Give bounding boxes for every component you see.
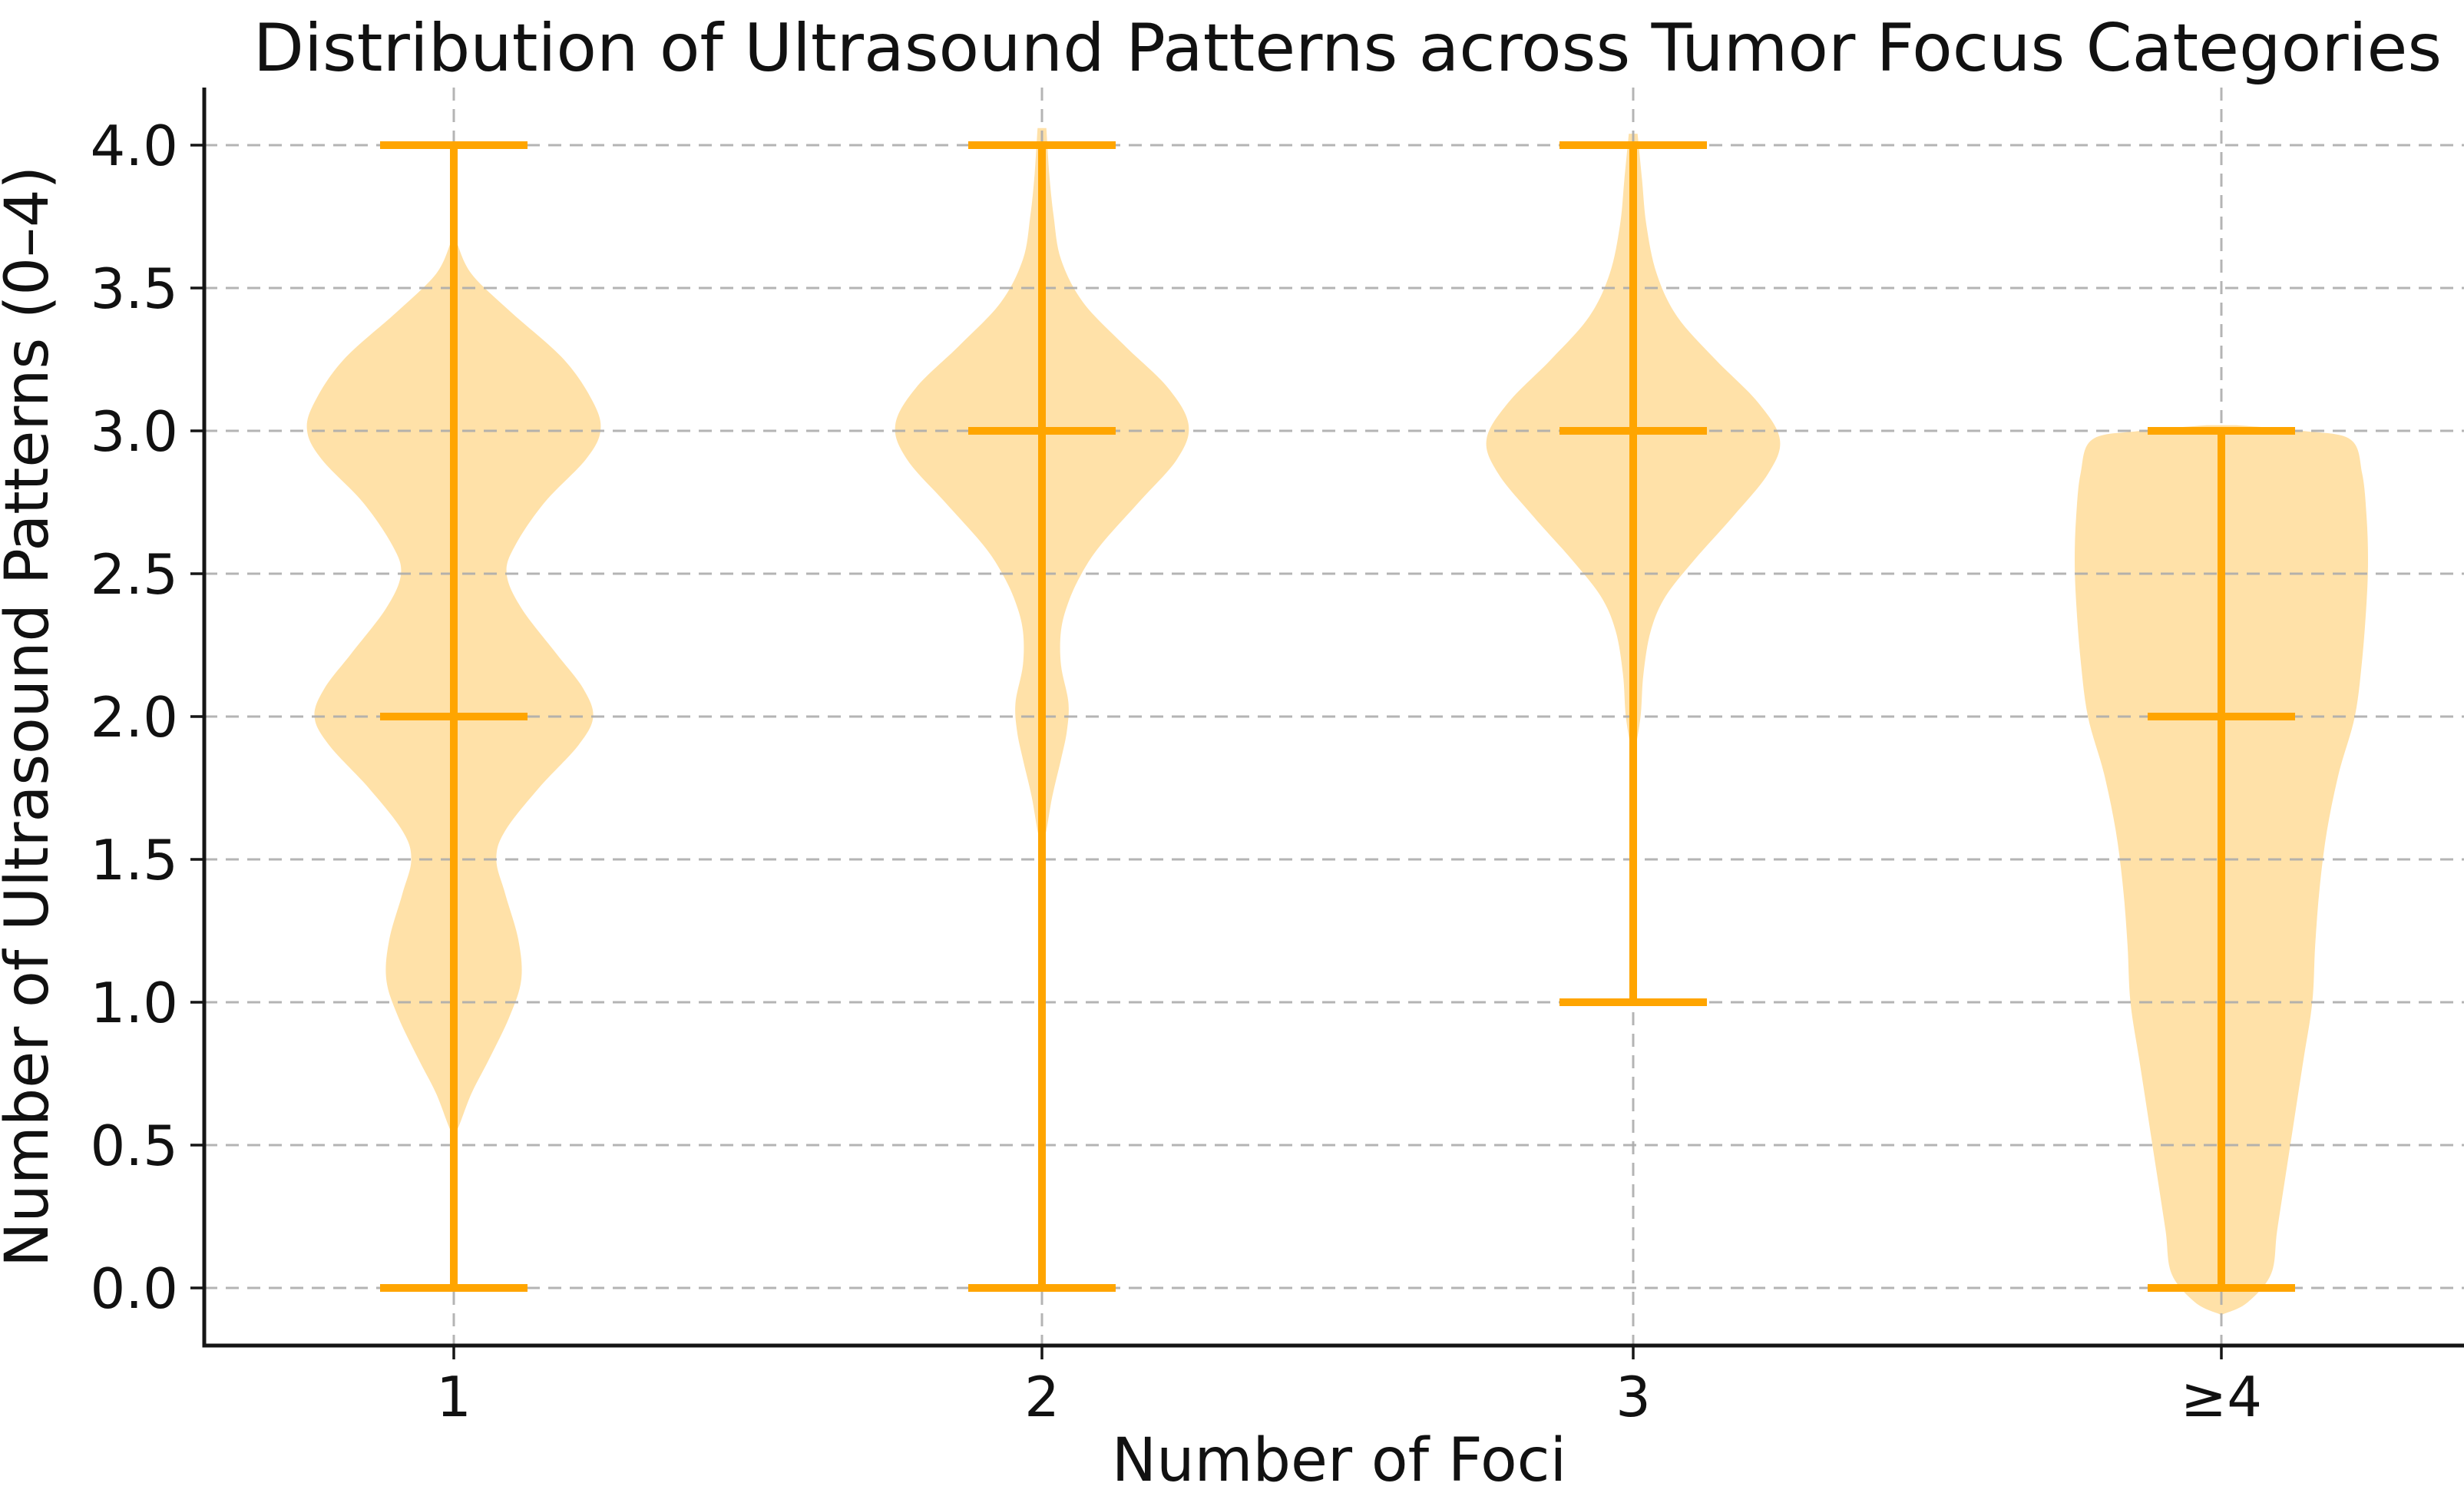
x-axis-label: Number of Foci <box>1112 1426 1566 1493</box>
y-tick-label-1.0: 1.0 <box>90 971 178 1035</box>
y-tick-label-1.5: 1.5 <box>90 828 178 892</box>
chart-title: Distribution of Ultrasound Patterns acro… <box>253 10 2442 87</box>
y-tick-label-0.5: 0.5 <box>90 1114 178 1178</box>
x-tick-label-≥4: ≥4 <box>2181 1365 2262 1429</box>
y-tick-label-0.0: 0.0 <box>90 1256 178 1321</box>
tick-marks <box>190 144 2223 1359</box>
y-tick-label-2.5: 2.5 <box>90 542 178 607</box>
y-axis-label: Number of Ultrasound Patterns (0–4) <box>0 166 62 1267</box>
y-tick-label-4.0: 4.0 <box>90 114 178 178</box>
whiskers-and-medians <box>380 141 2295 1292</box>
violin-bodies <box>306 127 2368 1316</box>
y-tick-label-3.5: 3.5 <box>90 257 178 321</box>
y-tick-label-2.0: 2.0 <box>90 685 178 750</box>
x-tick-label-1: 1 <box>436 1365 471 1429</box>
x-tick-label-2: 2 <box>1024 1365 1060 1429</box>
x-tick-label-3: 3 <box>1616 1365 1651 1429</box>
y-tick-label-3.0: 3.0 <box>90 399 178 464</box>
tick-labels: 0.0 0.5 1.0 1.5 2.0 2.5 3.0 3.5 4.0 1 2 3 ≥4 <box>90 114 2262 1429</box>
